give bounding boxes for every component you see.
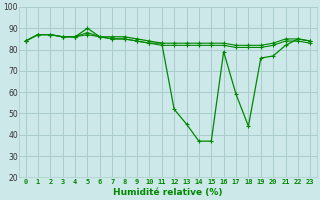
X-axis label: Humidité relative (%): Humidité relative (%) bbox=[113, 188, 223, 197]
